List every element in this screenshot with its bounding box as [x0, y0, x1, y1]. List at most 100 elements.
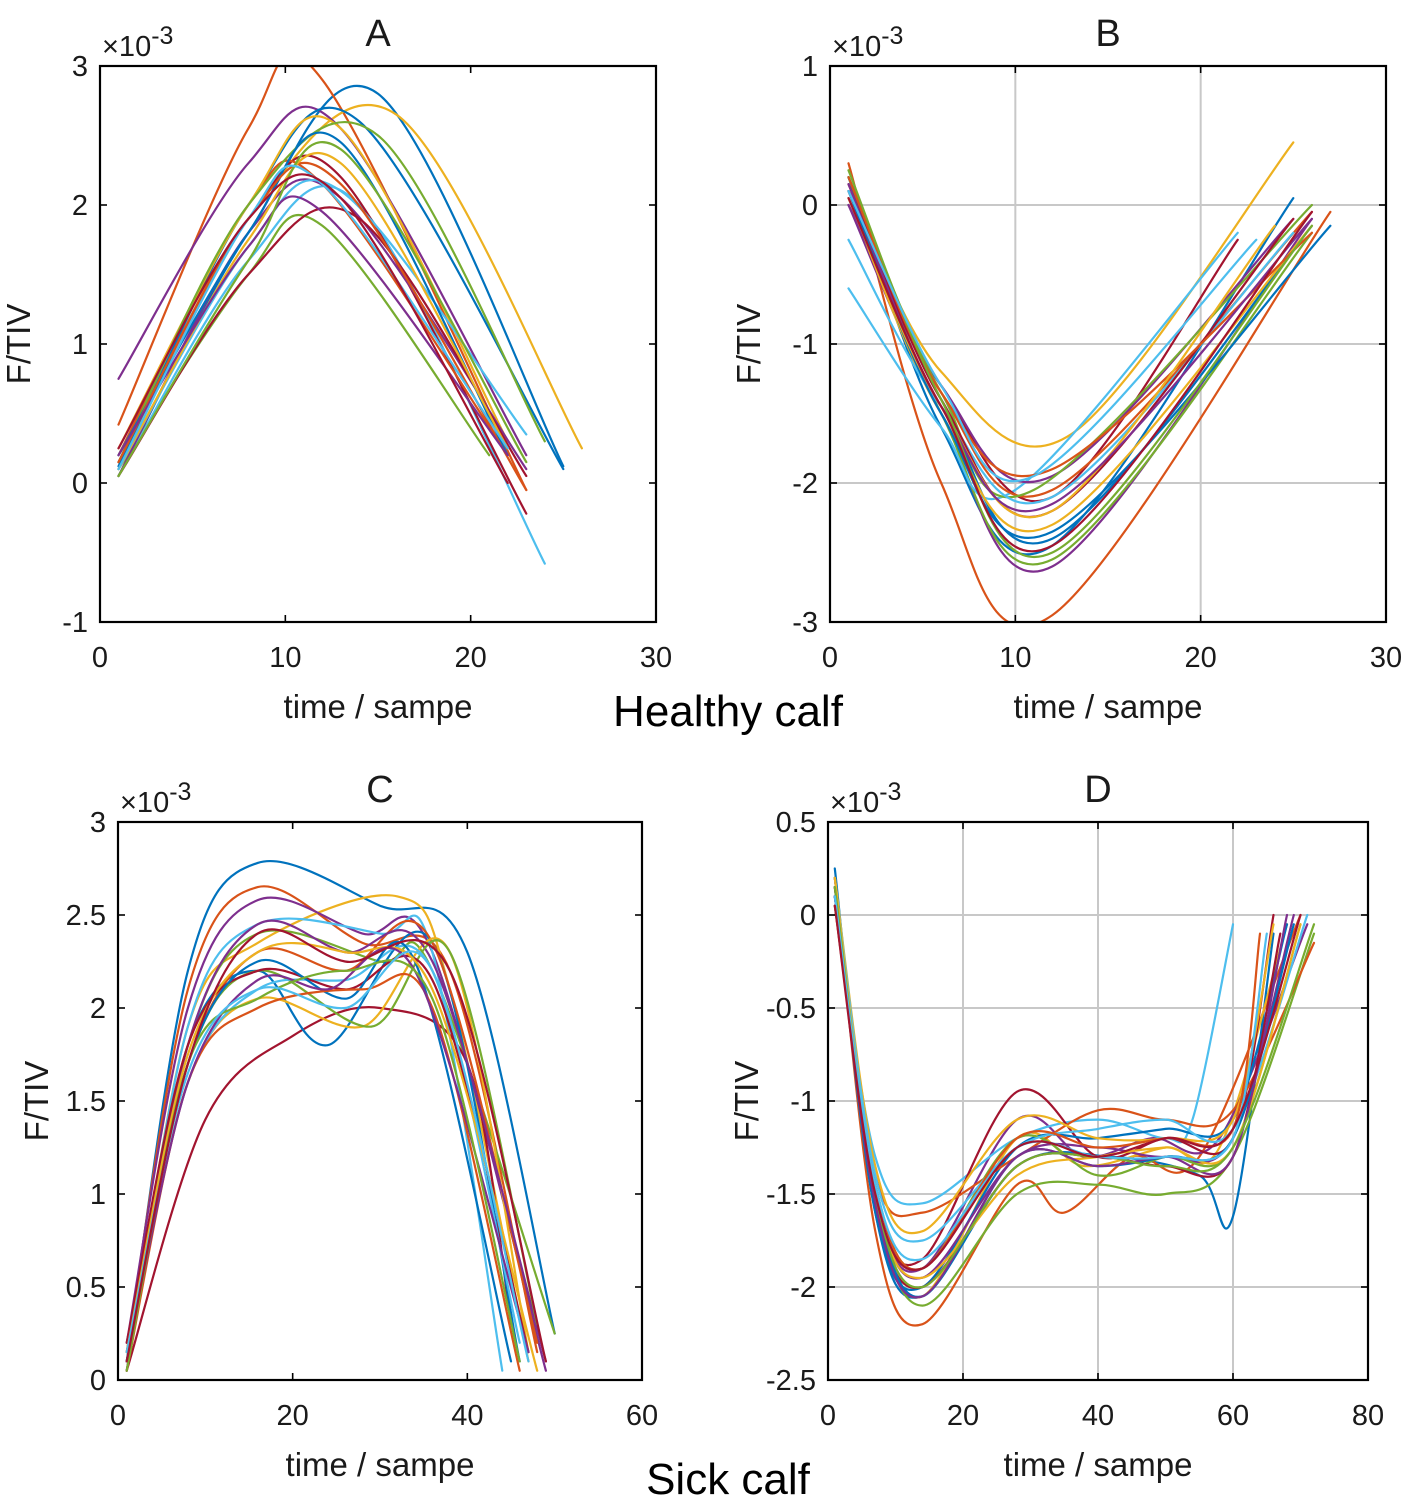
series-line-21: [833, 904, 1302, 1271]
series-line-21: [847, 197, 1313, 553]
y-tick-label: -2: [790, 1272, 816, 1304]
y-tick-label: 0.5: [776, 807, 816, 839]
x-axis-label: time / sampe: [286, 1446, 475, 1483]
x-tick-label: 20: [1185, 642, 1217, 674]
x-axis-label: time / sampe: [1014, 688, 1203, 725]
y-tick-label: 0: [72, 468, 88, 500]
series-group: [833, 867, 1316, 1327]
y-tick-label: 1.5: [66, 1086, 106, 1118]
panel-title: A: [365, 13, 391, 55]
x-axis-label: time / sampe: [284, 688, 473, 725]
series-line-17: [125, 941, 539, 1372]
y-axis-label: F/TIV: [730, 304, 767, 385]
series-line-8: [117, 106, 565, 471]
y-tick-label: 2: [90, 993, 106, 1025]
series-line-21: [117, 173, 509, 485]
y-tick-label: 1: [90, 1179, 106, 1211]
y-tick-label: 0.5: [66, 1272, 106, 1304]
series-line-2: [833, 876, 1302, 1327]
series-line-18: [117, 195, 509, 457]
x-tick-label: 0: [822, 642, 838, 674]
series-line-13: [117, 179, 528, 471]
series-line-3: [833, 886, 1289, 1299]
group-label-healthy: Healthy calf: [613, 687, 844, 736]
y-tick-label: -3: [792, 607, 818, 639]
y-tick-label: -1: [62, 607, 88, 639]
y-axis-label: F/TIV: [0, 304, 37, 385]
series-line-20: [117, 164, 509, 471]
x-tick-label: 40: [1082, 1400, 1114, 1432]
series-line-2: [847, 162, 1332, 622]
series-line-4: [847, 203, 1313, 573]
series-line-18: [847, 183, 1313, 513]
series-line-13: [125, 944, 521, 1363]
y-tick-label: -2.5: [766, 1365, 816, 1397]
y-tick-label: 1: [802, 51, 818, 83]
x-tick-label: 10: [999, 642, 1031, 674]
x-tick-label: 80: [1352, 1400, 1384, 1432]
y-tick-label: -1: [792, 329, 818, 361]
series-line-4: [117, 105, 528, 457]
series-group: [847, 141, 1332, 622]
exponent-label: ×10-3: [830, 778, 901, 819]
y-tick-label: 2: [72, 190, 88, 222]
series-line-21: [125, 928, 547, 1363]
x-tick-label: 0: [820, 1400, 836, 1432]
y-tick-label: 3: [72, 51, 88, 83]
y-tick-label: 2.5: [66, 900, 106, 932]
x-tick-label: 40: [451, 1400, 483, 1432]
series-line-18: [833, 895, 1289, 1299]
x-tick-label: 20: [947, 1400, 979, 1432]
x-tick-label: 0: [92, 642, 108, 674]
series-group: [125, 860, 556, 1372]
series-line-14: [125, 954, 530, 1354]
y-tick-label: 0: [802, 190, 818, 222]
y-tick-label: -2: [792, 468, 818, 500]
y-tick-label: 3: [90, 807, 106, 839]
series-line-15: [847, 190, 1332, 539]
series-line-6: [125, 914, 504, 1372]
x-axis-label: time / sampe: [1004, 1446, 1193, 1483]
series-line-18: [125, 946, 530, 1363]
exponent-label: ×10-3: [102, 22, 173, 63]
y-tick-label: 0: [800, 900, 816, 932]
x-tick-label: 30: [640, 642, 672, 674]
y-tick-label: -0.5: [766, 993, 816, 1025]
series-line-14: [833, 886, 1282, 1290]
y-tick-label: 1: [72, 329, 88, 361]
y-axis-label: F/TIV: [728, 1061, 765, 1142]
x-tick-label: 10: [269, 642, 301, 674]
series-line-11: [833, 895, 1295, 1280]
series-line-10: [833, 876, 1275, 1235]
series-line-6: [833, 904, 1235, 1206]
panel-title: C: [366, 769, 393, 811]
panel-title: D: [1084, 769, 1111, 811]
x-tick-label: 20: [277, 1400, 309, 1432]
exponent-label: ×10-3: [832, 22, 903, 63]
series-line-20: [847, 190, 1258, 483]
x-tick-label: 60: [1217, 1400, 1249, 1432]
series-line-1: [833, 867, 1275, 1299]
y-tick-label: 0: [90, 1365, 106, 1397]
series-line-1: [125, 860, 556, 1363]
x-tick-label: 60: [626, 1400, 658, 1432]
series-line-17: [117, 151, 509, 471]
x-tick-label: 20: [455, 642, 487, 674]
exponent-label: ×10-3: [120, 778, 191, 819]
series-group: [117, 66, 583, 565]
series-line-13: [833, 876, 1309, 1243]
y-tick-label: -1: [790, 1086, 816, 1118]
series-line-15: [833, 895, 1295, 1298]
y-axis-label: F/TIV: [18, 1061, 55, 1142]
series-line-2: [117, 66, 528, 492]
group-label-sick: Sick calf: [646, 1455, 811, 1504]
panel-title: B: [1095, 13, 1120, 55]
series-line-4: [833, 876, 1309, 1273]
panel-d: 0 20 40 60 80 -2.5 -2 -1.5 -1 -0.5 0 0.5 ×10-3 Dtime …: [728, 769, 1384, 1483]
y-tick-label: -1.5: [766, 1179, 816, 1211]
x-tick-label: 30: [1370, 642, 1402, 674]
